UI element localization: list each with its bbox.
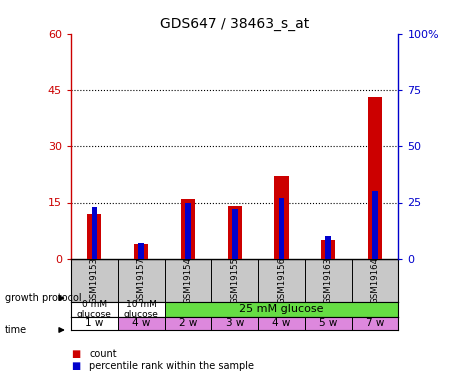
Text: count: count — [89, 350, 117, 359]
Text: 4 w: 4 w — [132, 318, 150, 328]
Text: 10 mM
glucose: 10 mM glucose — [124, 300, 158, 319]
Text: 2 w: 2 w — [179, 318, 197, 328]
Bar — [372, 191, 378, 259]
Bar — [258, 317, 305, 330]
Bar — [118, 302, 164, 317]
Text: GSM19163: GSM19163 — [324, 256, 333, 304]
Text: 1 w: 1 w — [85, 318, 104, 328]
Bar — [92, 207, 97, 259]
Bar — [232, 209, 238, 259]
Text: 0 mM
glucose: 0 mM glucose — [77, 300, 112, 319]
Bar — [181, 199, 195, 259]
Bar — [326, 236, 331, 259]
Bar — [134, 244, 148, 259]
Text: ■: ■ — [71, 350, 80, 359]
Bar — [118, 317, 164, 330]
Text: GSM19154: GSM19154 — [184, 256, 192, 304]
Text: GSM19156: GSM19156 — [277, 256, 286, 304]
Bar — [274, 176, 289, 259]
Text: 5 w: 5 w — [319, 318, 338, 328]
Text: GSM19157: GSM19157 — [136, 256, 146, 304]
Bar — [279, 198, 284, 259]
Title: GDS647 / 38463_s_at: GDS647 / 38463_s_at — [160, 17, 309, 32]
Bar — [321, 240, 335, 259]
Text: 3 w: 3 w — [225, 318, 244, 328]
Bar — [185, 202, 191, 259]
Bar — [71, 302, 118, 317]
Text: percentile rank within the sample: percentile rank within the sample — [89, 361, 254, 370]
Text: growth protocol: growth protocol — [5, 293, 81, 303]
Text: GSM19155: GSM19155 — [230, 256, 239, 304]
Text: time: time — [5, 325, 27, 335]
Bar — [164, 317, 211, 330]
Bar — [368, 98, 382, 259]
Bar — [352, 317, 398, 330]
Text: 25 mM glucose: 25 mM glucose — [239, 304, 324, 314]
Bar — [228, 206, 242, 259]
Text: ■: ■ — [71, 361, 80, 370]
Bar — [71, 317, 118, 330]
Text: GSM19153: GSM19153 — [90, 256, 99, 304]
Bar — [87, 214, 101, 259]
Bar — [305, 317, 352, 330]
Text: GSM19164: GSM19164 — [371, 256, 380, 304]
Bar — [164, 302, 398, 317]
Bar — [138, 243, 144, 259]
Text: 7 w: 7 w — [366, 318, 384, 328]
Text: 4 w: 4 w — [273, 318, 291, 328]
Bar — [211, 317, 258, 330]
